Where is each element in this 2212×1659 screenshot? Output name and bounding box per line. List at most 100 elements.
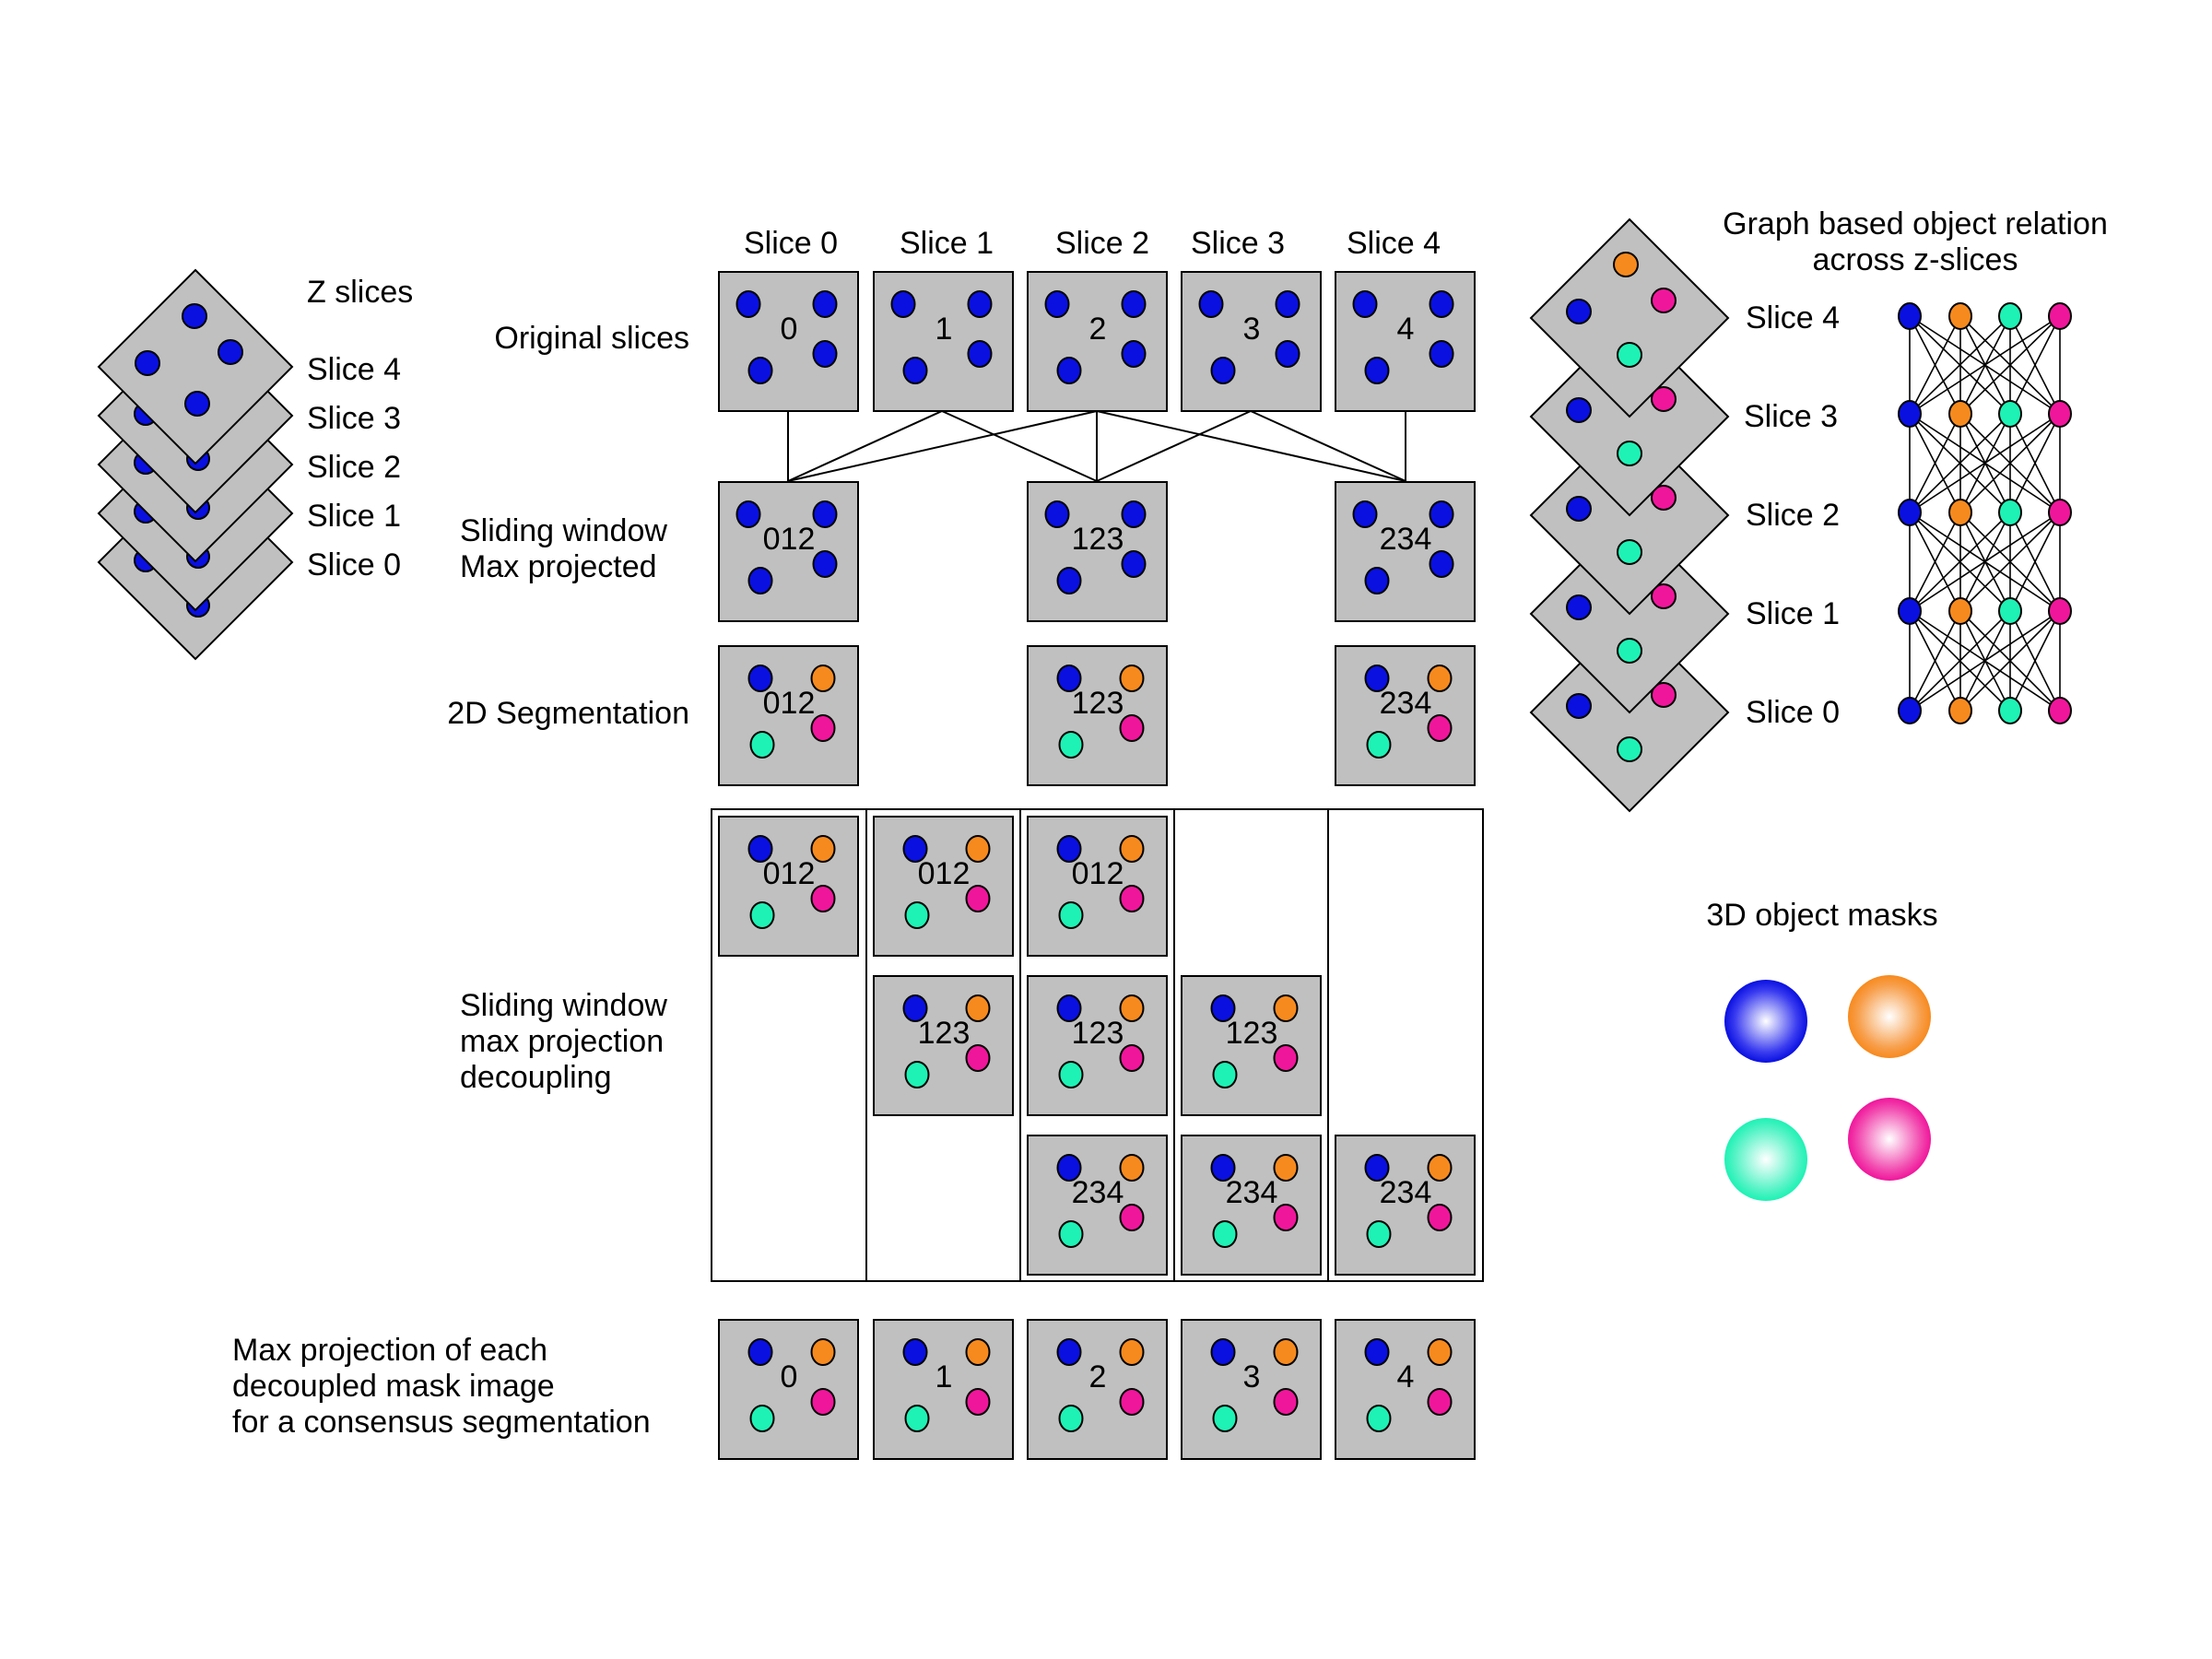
graph-node-orange: [1948, 302, 1972, 330]
graph-node-green: [1998, 597, 2022, 625]
row-label-original: Original slices: [494, 321, 689, 356]
dot-blue: [1210, 357, 1236, 384]
graph-node-magenta: [2048, 400, 2072, 428]
consensus-tile-2: 2: [1027, 1319, 1168, 1460]
dot-blue: [1056, 357, 1082, 384]
dot-blue: [1056, 994, 1082, 1022]
sliding-max-tile-1: 123: [1027, 481, 1168, 622]
dot-blue: [1056, 567, 1082, 594]
z-slices-title: Z slices: [307, 275, 413, 310]
graph-node-magenta: [2048, 597, 2072, 625]
tile-label: 123: [918, 1016, 971, 1051]
dot-blue: [1352, 290, 1378, 318]
graph-edge: [1909, 610, 2011, 712]
dot-magenta: [1427, 1204, 1453, 1231]
graph-label-slice-4: Slice 4: [1746, 300, 1840, 335]
tile-label: 123: [1072, 1016, 1124, 1051]
graph-title-line1: Graph based object relation: [1723, 206, 2108, 241]
tile-label: 3: [1243, 1359, 1261, 1394]
dot-blue: [747, 357, 773, 384]
dot-blue: [1429, 500, 1454, 528]
dot-magenta: [810, 1388, 836, 1416]
dot-magenta: [1651, 288, 1677, 313]
dot-orange: [1273, 1338, 1299, 1366]
graph-edge: [1909, 413, 2061, 513]
tile-label: 234: [1380, 1175, 1432, 1210]
graph-label-slice-0: Slice 0: [1746, 695, 1840, 730]
dot-orange: [1119, 835, 1145, 863]
dot-magenta: [965, 1388, 991, 1416]
graph-edge: [1909, 610, 2061, 712]
dot-blue: [1429, 550, 1454, 578]
dot-magenta: [1119, 885, 1145, 912]
dot-blue: [747, 835, 773, 863]
graph-slice-stack: [1529, 218, 1730, 813]
dot-orange: [965, 835, 991, 863]
dot-blue: [1121, 290, 1147, 318]
dot-green: [1617, 539, 1642, 565]
tile-label: 123: [1072, 686, 1124, 721]
dot-magenta: [1273, 1204, 1299, 1231]
dot-blue: [1121, 550, 1147, 578]
dot-green: [1058, 901, 1084, 929]
tile-label: 012: [1072, 856, 1124, 891]
z-slices-stack: Z slices Slice 4 Slice 3 Slice 2 Slice 1…: [97, 268, 413, 661]
dot-magenta: [1651, 682, 1677, 708]
decoupled-tile-6: 234: [1027, 1135, 1168, 1276]
dot-blue: [902, 994, 928, 1022]
stack-plane-slice-4: [97, 268, 294, 465]
dot-magenta: [965, 885, 991, 912]
decoupled-tile-7: 234: [1181, 1135, 1322, 1276]
column-header-slice-2: Slice 2: [1055, 226, 1149, 261]
dot-orange: [965, 1338, 991, 1366]
graph-edge: [1959, 315, 2061, 415]
dot-orange: [1119, 1338, 1145, 1366]
graph-edge: [2009, 413, 2061, 513]
dot-blue: [902, 1338, 928, 1366]
dot-magenta: [1119, 1044, 1145, 1072]
tile-label: 012: [763, 856, 816, 891]
graph-label-slice-1: Slice 1: [1746, 596, 1840, 631]
graph-node-blue: [1898, 499, 1922, 526]
dot-green: [904, 901, 930, 929]
dot-blue: [1566, 397, 1592, 423]
decoupled-tile-1: 012: [873, 816, 1014, 957]
decoupled-tile-2: 012: [1027, 816, 1168, 957]
row-label-sliding-max-line2: Max projected: [460, 549, 657, 584]
dot-blue: [1210, 1154, 1236, 1182]
tile-label: 234: [1226, 1175, 1278, 1210]
dot-green: [1366, 1220, 1392, 1248]
graph-label-slice-3: Slice 3: [1744, 399, 1838, 434]
dot-blue: [902, 357, 928, 384]
dot-blue: [812, 290, 838, 318]
sliding-max-tile-2: 234: [1335, 481, 1476, 622]
graph-edge: [1909, 610, 1961, 712]
original-slice-tile-0: 0: [718, 271, 859, 412]
graph-node-green: [1998, 697, 2022, 724]
row-label-sliding-max-line1: Sliding window: [460, 513, 667, 548]
tile-label: 234: [1380, 522, 1432, 557]
dot-blue: [890, 290, 916, 318]
dot-green: [1617, 736, 1642, 762]
graph-node-blue: [1898, 400, 1922, 428]
dot-blue: [1056, 835, 1082, 863]
dot-magenta: [1427, 1388, 1453, 1416]
graph-edges: [1909, 315, 2061, 712]
tile-label: 2: [1089, 1359, 1107, 1394]
dot-orange: [1119, 1154, 1145, 1182]
decoupled-tile-0: 012: [718, 816, 859, 957]
dot-blue: [1044, 290, 1070, 318]
graph-node-blue: [1898, 597, 1922, 625]
segmentation-tile-0: 012: [718, 645, 859, 786]
stack-label-slice-1: Slice 1: [307, 499, 401, 534]
graph-node-green: [1998, 499, 2022, 526]
consensus-tile-3: 3: [1181, 1319, 1322, 1460]
graph-node-orange: [1948, 499, 1972, 526]
dot-blue: [1121, 340, 1147, 368]
dot-magenta: [1427, 714, 1453, 742]
dot-green: [1058, 1061, 1084, 1088]
graph-edge: [1909, 512, 1961, 612]
graph-node-magenta: [2048, 697, 2072, 724]
dot-magenta: [1273, 1388, 1299, 1416]
